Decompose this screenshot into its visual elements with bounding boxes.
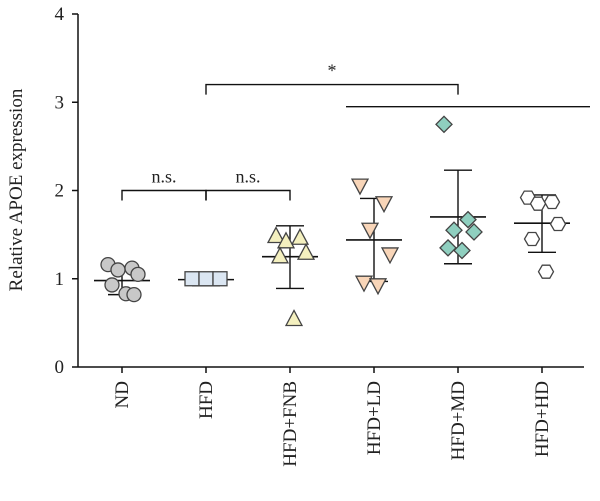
y-tick-label: 2 — [55, 181, 65, 202]
significance-label: n.s. — [235, 167, 260, 187]
data-point-diamond — [435, 115, 453, 134]
data-point-triangle — [270, 246, 290, 264]
data-point-triangle-down — [354, 275, 374, 293]
x-category-label: HFD+LD — [364, 381, 385, 455]
data-point-square — [198, 271, 214, 287]
data-point-hexagon — [529, 196, 547, 211]
y-tick-label: 0 — [55, 357, 65, 378]
axes: 0 1 2 3 4 — [55, 4, 584, 378]
data-point-circle — [110, 262, 126, 278]
significance-bracket — [205, 83, 459, 95]
data-point-triangle — [290, 227, 310, 245]
data-point-diamond — [445, 221, 463, 240]
error-bars — [94, 169, 570, 296]
data-point-diamond — [453, 241, 471, 260]
data-point-circle — [104, 277, 120, 293]
y-axis-title: Relative APOE expression — [6, 88, 27, 291]
data-point-circle — [130, 266, 146, 282]
significance-bracket — [205, 189, 291, 201]
data-point-diamond — [459, 210, 477, 229]
data-point-triangle — [276, 231, 296, 249]
data-point-triangle-down — [374, 196, 394, 214]
data-point-triangle — [284, 309, 304, 327]
y-tick-label: 1 — [55, 269, 65, 290]
x-category-label: HFD+FNB — [280, 381, 301, 467]
x-category-label: ND — [112, 381, 133, 408]
data-point-square — [212, 271, 228, 287]
x-category-label: HFD+MD — [448, 381, 469, 460]
significance-label: * — [328, 61, 337, 81]
data-point-hexagon — [543, 194, 561, 210]
data-point-triangle-down — [380, 247, 400, 265]
data-point-circle — [126, 286, 142, 303]
significance-annotations: n.s. n.s. * — [121, 61, 590, 201]
x-category-label: HFD — [196, 381, 217, 419]
data-point-diamond — [439, 238, 457, 257]
data-point-square — [184, 271, 200, 287]
significance-label: n.s. — [151, 167, 176, 187]
data-point-triangle-down — [360, 222, 380, 240]
x-category-label: HFD+HD — [532, 381, 553, 457]
data-point-hexagon — [523, 231, 541, 247]
data-point-triangle — [296, 242, 316, 260]
y-tick-label: 3 — [55, 92, 65, 113]
category-labels: ND HFD HFD+FNB HFD+LD HFD+MD HFD+HD — [112, 381, 553, 467]
y-tick-label: 4 — [55, 4, 65, 25]
data-point-hexagon — [549, 216, 567, 232]
data-point-triangle — [266, 226, 286, 244]
data-points — [100, 115, 567, 327]
significance-bracket — [121, 189, 207, 201]
data-point-triangle-down — [350, 178, 370, 196]
data-point-diamond — [465, 223, 483, 241]
data-point-triangle-down — [368, 278, 388, 296]
data-point-hexagon — [537, 264, 555, 279]
